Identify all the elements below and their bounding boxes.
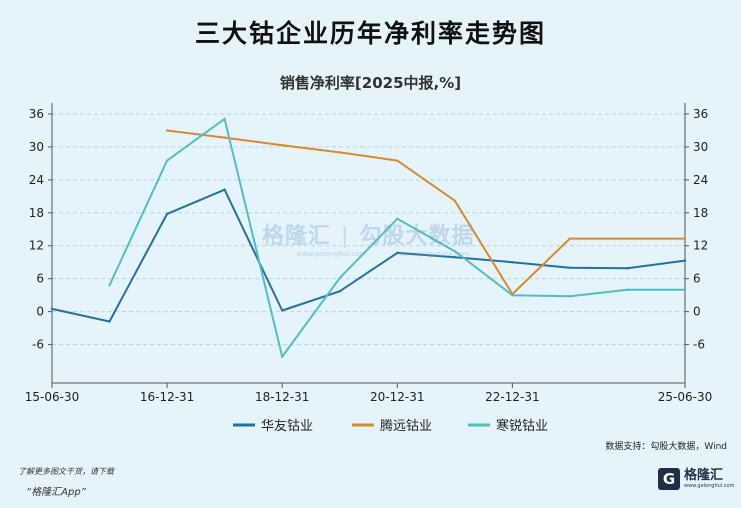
data-point (280, 144, 284, 147)
logo-name: 格隆汇 (684, 467, 724, 483)
y-tick-label-right: 36 (693, 107, 708, 121)
data-point (683, 259, 687, 262)
series-line-2 (166, 129, 685, 296)
data-point (396, 217, 399, 221)
data-point (453, 256, 457, 259)
data-point (683, 237, 687, 240)
data-point (108, 284, 111, 287)
data-point (223, 136, 226, 139)
y-tick-label-left: 6 (36, 272, 44, 286)
y-tick-label-right: 18 (693, 206, 708, 220)
data-point (223, 188, 226, 191)
legend: 华友钴业 腾远钴业 寒锐钴业 (233, 418, 548, 434)
y-tick-label-left: 18 (29, 206, 44, 220)
data-point (568, 266, 572, 269)
series-group (50, 117, 687, 358)
data-point (108, 320, 111, 323)
data-point (511, 261, 514, 264)
x-tick-label: 25-06-30 (658, 390, 712, 404)
y-tick-label-right: 6 (693, 272, 701, 286)
data-point (568, 295, 572, 298)
y-tick-label-left: -6 (32, 338, 44, 352)
watermark-right: 勾股大数据 (359, 224, 475, 249)
watermark-right-url: www.gogudata.com (400, 250, 470, 258)
data-point (683, 288, 687, 291)
x-tick-label: 22-12-31 (485, 390, 539, 404)
data-point (223, 117, 226, 121)
data-point (626, 288, 629, 291)
data-point (280, 355, 284, 358)
data-point (453, 199, 457, 202)
y-tick-label-right: 30 (693, 140, 708, 154)
data-point (338, 290, 341, 293)
data-point (165, 159, 169, 162)
y-tick-label-left: 12 (29, 239, 44, 253)
data-point (280, 309, 284, 312)
legend-label: 华友钴业 (261, 418, 313, 434)
watermark-separator: | (341, 224, 350, 249)
logo-icon: G (658, 468, 680, 490)
x-tick-label: 15-06-30 (25, 390, 79, 404)
footer-note: 了解更多图文干货，请下载 (18, 467, 114, 476)
logo-url: www.gelonghui.com (684, 482, 735, 489)
data-point (165, 212, 169, 216)
chart-subtitle: 销售净利率[2025中报,%] (279, 74, 462, 92)
y-tick-label-right: -6 (693, 338, 705, 352)
data-point (396, 251, 399, 255)
data-source: 数据支持：勾股大数据，Wind (605, 442, 727, 452)
data-point (511, 293, 514, 297)
legend-label: 腾远钴业 (380, 418, 432, 434)
y-tick-label-left: 0 (36, 305, 44, 319)
y-tick-label-right: 12 (693, 239, 708, 253)
x-tick-label: 20-12-31 (370, 390, 424, 404)
data-point (396, 159, 399, 162)
series-line-1 (51, 188, 686, 323)
y-tick-label-right: 24 (693, 173, 708, 187)
data-point (626, 267, 629, 270)
brand-logo[interactable]: G 格隆汇 www.gelonghui.com (658, 468, 734, 490)
watermark: 格隆汇 | 勾股大数据 (262, 218, 474, 250)
footer-app-link[interactable]: “格隆汇App” (26, 487, 86, 498)
data-point (165, 129, 169, 132)
x-tick-label: 18-12-31 (255, 390, 309, 404)
y-tick-label-left: 30 (29, 140, 44, 154)
data-point (338, 276, 341, 280)
legend-label: 寒锐钴业 (496, 418, 548, 434)
watermark-left-url: www.gelonghui.com (296, 250, 367, 258)
data-point (453, 250, 457, 253)
data-point (50, 307, 54, 311)
chart-title: 三大钴企业历年净利率走势图 (194, 19, 546, 48)
data-point (626, 237, 629, 240)
data-point (338, 151, 341, 154)
x-tick-label: 16-12-31 (140, 390, 194, 404)
y-tick-label-right: 0 (693, 305, 701, 319)
y-tick-label-left: 36 (29, 107, 44, 121)
data-point (568, 237, 572, 240)
watermark-left: 格隆汇 (262, 224, 332, 249)
y-tick-label-left: 24 (29, 173, 44, 187)
axes: -6 -6 0 0 6 6 12 12 18 18 24 24 30 30 36 36 15-06-30 16-1… (25, 103, 712, 404)
